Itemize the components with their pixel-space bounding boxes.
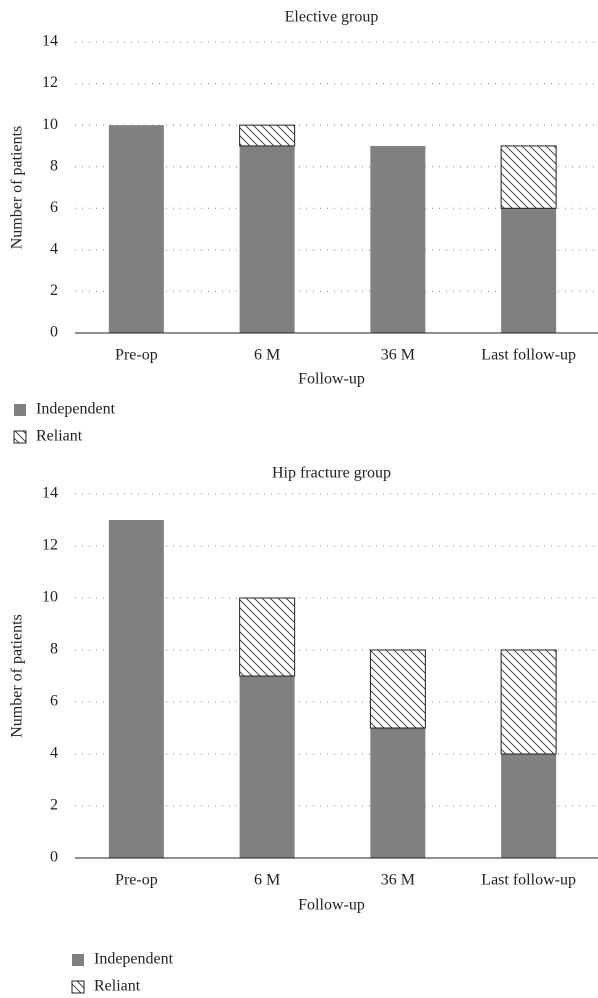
legend-swatch (14, 404, 26, 416)
x-tick-label: 36 M (381, 347, 415, 364)
y-tick-label: 4 (50, 745, 58, 762)
y-tick-label: 14 (42, 33, 58, 50)
legend-label: Independent (94, 951, 174, 968)
x-tick-label: Last follow-up (481, 347, 576, 364)
y-tick-label: 10 (42, 589, 58, 606)
legend-label: Reliant (94, 978, 141, 995)
y-tick-label: 4 (50, 241, 58, 258)
bar-segment (239, 145, 295, 333)
bar-segment (370, 145, 426, 333)
y-tick-label: 14 (42, 485, 58, 502)
legend-label: Independent (36, 401, 116, 418)
y-tick-label: 0 (50, 849, 58, 866)
x-tick-label: 6 M (254, 347, 280, 364)
legend-swatch (13, 430, 27, 444)
x-tick-label: 6 M (254, 872, 280, 889)
y-tick-label: 8 (50, 157, 58, 174)
y-axis-label: Number of patients (9, 614, 26, 738)
legend-swatch (71, 980, 85, 994)
bar-segment (501, 754, 557, 858)
x-tick-label: 36 M (381, 872, 415, 889)
y-tick-label: 8 (50, 641, 58, 658)
y-tick-label: 10 (42, 116, 58, 133)
bar-segment (108, 125, 164, 334)
bar-segment (369, 649, 426, 729)
chart-title: Hip fracture group (272, 465, 391, 482)
legend-swatch (72, 954, 84, 966)
y-tick-label: 6 (50, 693, 58, 710)
y-tick-label: 2 (50, 282, 58, 299)
x-tick-label: Last follow-up (481, 872, 576, 889)
legend-label: Reliant (36, 428, 83, 445)
y-tick-label: 0 (50, 324, 58, 341)
bar-segment (500, 145, 557, 209)
y-tick-label: 2 (50, 797, 58, 814)
x-axis-label: Follow-up (298, 897, 365, 914)
bar-segment (239, 676, 295, 858)
y-tick-label: 6 (50, 199, 58, 216)
bar-segment (501, 208, 557, 333)
x-tick-label: Pre-op (115, 872, 158, 889)
bar-segment (370, 728, 426, 858)
x-axis-label: Follow-up (298, 371, 365, 388)
x-tick-label: Pre-op (115, 347, 158, 364)
y-tick-label: 12 (42, 537, 58, 554)
y-axis-label: Number of patients (9, 126, 26, 250)
chart-title: Elective group (285, 9, 379, 26)
y-tick-label: 12 (42, 74, 58, 91)
bar-segment (500, 649, 557, 755)
bar-segment (239, 597, 296, 677)
bar-segment (239, 124, 296, 147)
bar-segment (108, 520, 164, 858)
